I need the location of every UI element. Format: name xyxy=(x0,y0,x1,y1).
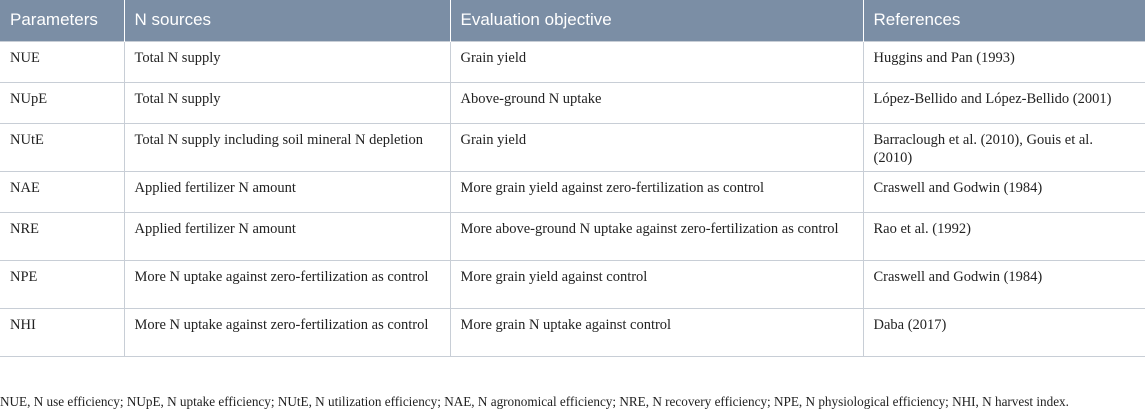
parameters-table: Parameters N sources Evaluation objectiv… xyxy=(0,0,1145,357)
cell-reference: López-Bellido and López-Bellido (2001) xyxy=(862,81,1145,124)
table-footnote: NUE, N use efficiency; NUpE, N uptake ef… xyxy=(0,394,1069,409)
table-row: NRE Applied fertilizer N amount More abo… xyxy=(0,211,1145,261)
cell-parameter: NUpE xyxy=(0,81,125,124)
cell-objective: Grain yield xyxy=(449,122,864,172)
cell-objective: Grain yield xyxy=(449,40,864,83)
cell-n-source: More N uptake against zero-fertilization… xyxy=(123,259,451,309)
cell-parameter: NHI xyxy=(0,307,125,357)
cell-n-source: Applied fertilizer N amount xyxy=(123,170,451,213)
header-evaluation-objective: Evaluation objective xyxy=(450,0,864,41)
cell-objective: More grain N uptake against control xyxy=(449,307,864,357)
table-row: NUE Total N supply Grain yield Huggins a… xyxy=(0,40,1145,83)
cell-parameter: NUE xyxy=(0,40,125,83)
table-row: NUtE Total N supply including soil miner… xyxy=(0,122,1145,172)
cell-reference: Craswell and Godwin (1984) xyxy=(862,170,1145,213)
cell-n-source: Applied fertilizer N amount xyxy=(123,211,451,261)
cell-reference: Daba (2017) xyxy=(862,307,1145,357)
cell-objective: Above-ground N uptake xyxy=(449,81,864,124)
cell-reference: Barraclough et al. (2010), Gouis et al. … xyxy=(862,122,1145,172)
table-header-row: Parameters N sources Evaluation objectiv… xyxy=(0,0,1145,41)
table-row: NAE Applied fertilizer N amount More gra… xyxy=(0,170,1145,213)
cell-parameter: NPE xyxy=(0,259,125,309)
cell-reference: Rao et al. (1992) xyxy=(862,211,1145,261)
header-parameters: Parameters xyxy=(0,0,125,41)
cell-reference: Huggins and Pan (1993) xyxy=(862,40,1145,83)
cell-objective: More grain yield against zero-fertilizat… xyxy=(449,170,864,213)
table-row: NUpE Total N supply Above-ground N uptak… xyxy=(0,81,1145,124)
cell-n-source: Total N supply including soil mineral N … xyxy=(123,122,451,172)
table-row: NHI More N uptake against zero-fertiliza… xyxy=(0,307,1145,357)
header-references: References xyxy=(863,0,1145,41)
cell-n-source: More N uptake against zero-fertilization… xyxy=(123,307,451,357)
cell-n-source: Total N supply xyxy=(123,81,451,124)
header-n-sources: N sources xyxy=(124,0,451,41)
parameters-table-container: Parameters N sources Evaluation objectiv… xyxy=(0,0,1145,357)
cell-reference: Craswell and Godwin (1984) xyxy=(862,259,1145,309)
cell-objective: More above-ground N uptake against zero-… xyxy=(449,211,864,261)
cell-parameter: NUtE xyxy=(0,122,125,172)
cell-parameter: NRE xyxy=(0,211,125,261)
table-row: NPE More N uptake against zero-fertiliza… xyxy=(0,259,1145,309)
cell-n-source: Total N supply xyxy=(123,40,451,83)
cell-objective: More grain yield against control xyxy=(449,259,864,309)
cell-parameter: NAE xyxy=(0,170,125,213)
